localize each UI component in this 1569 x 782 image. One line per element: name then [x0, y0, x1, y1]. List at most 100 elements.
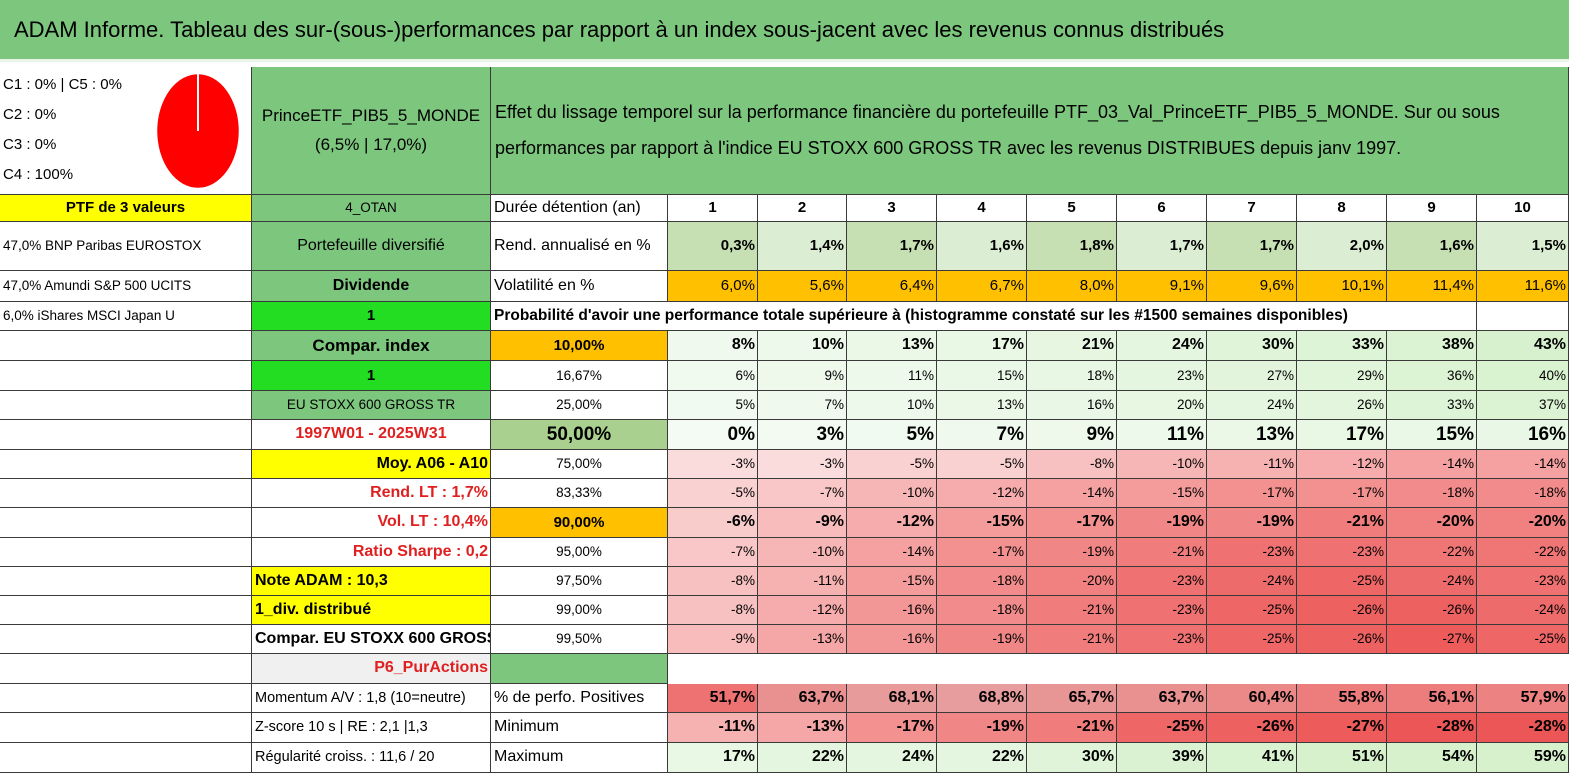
percentile-value: -23% — [1117, 567, 1207, 596]
percentile-value: -8% — [668, 567, 758, 596]
volatility-value: 8,0% — [1027, 271, 1117, 302]
fund-name: PrinceETF_PIB5_5_MONDE — [261, 106, 481, 126]
percentile-value: -12% — [758, 596, 847, 625]
empty-cell — [0, 567, 252, 596]
percentile-label: 90,00% — [491, 508, 668, 538]
percentile-value: 26% — [1297, 391, 1387, 420]
percentile-value: -14% — [1027, 479, 1117, 508]
summary-value: 22% — [937, 743, 1027, 773]
summary-value: 57,9% — [1477, 684, 1569, 713]
stat-label: Note ADAM : 10,3 — [252, 567, 491, 596]
year-header: 10 — [1477, 195, 1569, 222]
percentile-value: -18% — [937, 567, 1027, 596]
percentile-value: -23% — [1117, 596, 1207, 625]
percentile-value: -10% — [1117, 450, 1207, 479]
volatility-value: 9,6% — [1207, 271, 1297, 302]
summary-value: -28% — [1477, 713, 1569, 743]
summary-value: 56,1% — [1387, 684, 1477, 713]
summary-value: -27% — [1297, 713, 1387, 743]
stat-label: Compar. EU STOXX 600 GROSS TI — [252, 625, 491, 654]
percentile-value: 13% — [1207, 420, 1297, 450]
indicator-label: Z-score 10 s | RE : 2,1 |1,3 — [252, 713, 491, 743]
allocation-pie-chart — [154, 71, 242, 191]
percentile-value: 43% — [1477, 331, 1569, 361]
year-header: 5 — [1027, 195, 1117, 222]
summary-value: 41% — [1207, 743, 1297, 773]
summary-value: 63,7% — [758, 684, 847, 713]
percentile-value: -15% — [847, 567, 937, 596]
percentile-value: -24% — [1387, 567, 1477, 596]
percentile-value: -16% — [847, 596, 937, 625]
annual-return-label: Rend. annualisé en % — [491, 222, 668, 271]
percentile-value: -16% — [847, 625, 937, 654]
percentile-value: -19% — [1027, 538, 1117, 567]
percentile-value: 36% — [1387, 361, 1477, 391]
percentile-value: 17% — [937, 331, 1027, 361]
percentile-value: -20% — [1387, 508, 1477, 538]
summary-value: 60,4% — [1207, 684, 1297, 713]
green-spacer — [491, 654, 668, 684]
percentile-value: 15% — [1387, 420, 1477, 450]
category-share: C2 : 0% — [3, 106, 57, 123]
volatility-value: 11,6% — [1477, 271, 1569, 302]
annual-return-value: 1,6% — [1387, 222, 1477, 271]
percentile-value: 10% — [847, 391, 937, 420]
volatility-value: 9,1% — [1117, 271, 1207, 302]
percentile-value: -12% — [847, 508, 937, 538]
percentile-value: 9% — [758, 361, 847, 391]
stat-label: 1_div. distribué — [252, 596, 491, 625]
percentile-value: -14% — [847, 538, 937, 567]
category-share: C4 : 100% — [3, 166, 74, 183]
percentile-value: 7% — [758, 391, 847, 420]
percentile-value: -20% — [1027, 567, 1117, 596]
indicator-label: Régularité croiss. : 11,6 / 20 — [252, 743, 491, 773]
year-header: 8 — [1297, 195, 1387, 222]
year-header: 1 — [668, 195, 758, 222]
percentile-value: -26% — [1387, 596, 1477, 625]
annual-return-value: 1,6% — [937, 222, 1027, 271]
percentile-label: 99,50% — [491, 625, 668, 654]
summary-value: 51% — [1297, 743, 1387, 773]
annual-return-value: 1,5% — [1477, 222, 1569, 271]
annual-return-value: 0,3% — [668, 222, 758, 271]
percentile-value: -19% — [1117, 508, 1207, 538]
summary-value: 17% — [668, 743, 758, 773]
percentile-value: -23% — [1297, 538, 1387, 567]
percentile-value: -3% — [668, 450, 758, 479]
empty-cell — [0, 625, 252, 654]
percentile-label: 25,00% — [491, 391, 668, 420]
percentile-value: 10% — [758, 331, 847, 361]
percentile-value: -15% — [937, 508, 1027, 538]
percentile-value: 33% — [1387, 391, 1477, 420]
empty-cell — [0, 713, 252, 743]
percentile-value: 11% — [1117, 420, 1207, 450]
percentile-value: -3% — [758, 450, 847, 479]
percentile-value: -26% — [1297, 596, 1387, 625]
percentile-value: -25% — [1207, 596, 1297, 625]
percentile-value: -14% — [1477, 450, 1569, 479]
percentile-value: -14% — [1387, 450, 1477, 479]
portfolio-description: Effet du lissage temporel sur la perform… — [491, 67, 1569, 195]
percentile-value: -8% — [1027, 450, 1117, 479]
empty-cell — [0, 743, 252, 773]
percentile-value: -5% — [847, 450, 937, 479]
year-header: 4 — [937, 195, 1027, 222]
percentile-value: -25% — [1207, 625, 1297, 654]
percentile-value: 15% — [937, 361, 1027, 391]
annual-return-value: 1,8% — [1027, 222, 1117, 271]
holding-item: 47,0% Amundi S&P 500 UCITS — [0, 271, 252, 302]
percentile-value: -27% — [1387, 625, 1477, 654]
summary-value: -19% — [937, 713, 1027, 743]
empty-cell — [0, 391, 252, 420]
percentile-value: 37% — [1477, 391, 1569, 420]
percentile-label: 10,00% — [491, 331, 668, 361]
year-header: 2 — [758, 195, 847, 222]
percentile-value: 24% — [1207, 391, 1297, 420]
percentile-value: -18% — [937, 596, 1027, 625]
summary-value: 54% — [1387, 743, 1477, 773]
percentile-value: 29% — [1297, 361, 1387, 391]
year-header: 3 — [847, 195, 937, 222]
report-title: ADAM Informe. Tableau des sur-(sous-)per… — [0, 0, 1569, 62]
percentile-value: -24% — [1207, 567, 1297, 596]
